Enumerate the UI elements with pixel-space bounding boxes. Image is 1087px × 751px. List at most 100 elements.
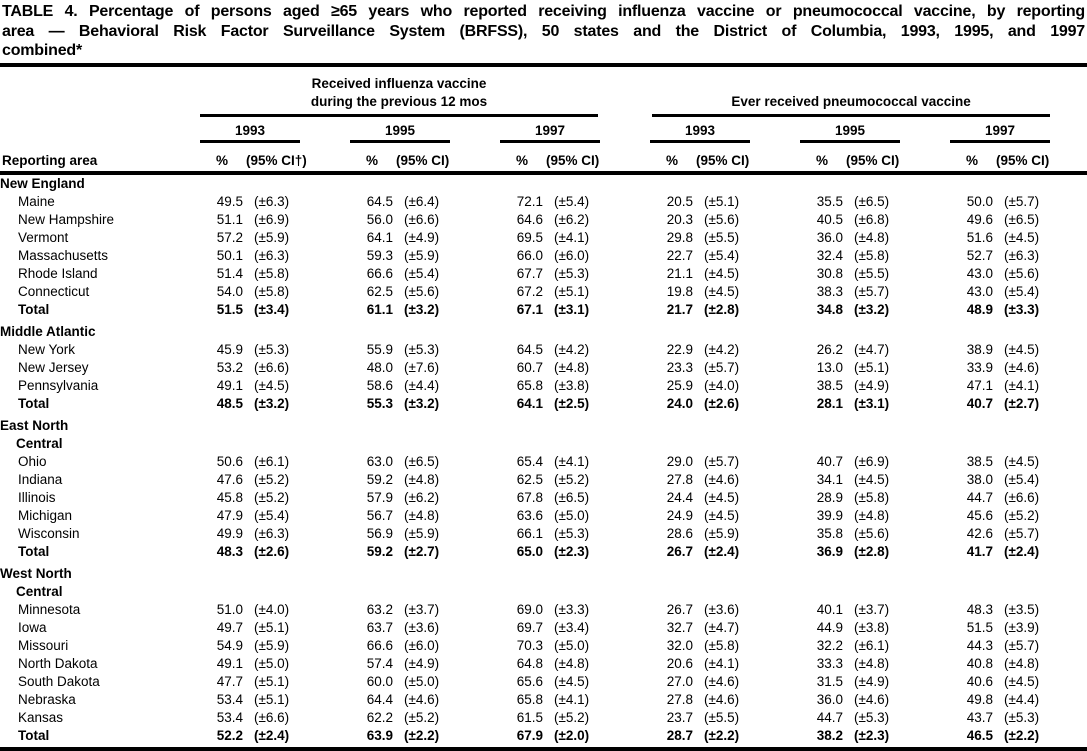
ci-cell: (±4.6) bbox=[1004, 359, 1040, 375]
pct-cell: 38.5 bbox=[966, 453, 994, 469]
pct-cell: 49.8 bbox=[966, 691, 994, 707]
table-title-line-2: area — Behavioral Risk Factor Surveillan… bbox=[2, 22, 1085, 40]
ci-cell: (±3.4) bbox=[254, 301, 290, 317]
pct-cell: 48.3 bbox=[216, 543, 243, 559]
pct-cell: 72.1 bbox=[516, 193, 543, 209]
table-row: Nebraska 53.4 (±5.1) 64.4 (±4.6) 65.8 (±4.1) 27… bbox=[0, 691, 1087, 709]
pct-cell: 50.0 bbox=[966, 193, 994, 209]
pct-cell: 61.1 bbox=[366, 301, 393, 317]
ci-cell: (±2.4) bbox=[704, 543, 740, 559]
area-cell: Maine bbox=[18, 193, 55, 209]
ci-cell: (±6.5) bbox=[1004, 211, 1040, 227]
year-header: 1993 bbox=[650, 117, 800, 143]
area-cell: Iowa bbox=[18, 619, 47, 635]
table-row: Iowa 49.7 (±5.1) 63.7 (±3.6) 69.7 (±3.4) 32.7 (±… bbox=[0, 619, 1087, 637]
ci-cell: (±4.7) bbox=[854, 341, 890, 357]
pct-cell: 27.8 bbox=[666, 471, 694, 487]
ci-cell: (±2.6) bbox=[704, 395, 740, 411]
pct-cell: 26.2 bbox=[816, 341, 844, 357]
ci-cell: (±4.8) bbox=[404, 471, 440, 487]
area-cell: Missouri bbox=[18, 637, 69, 653]
pct-cell: 43.0 bbox=[966, 283, 994, 299]
pct-cell: 27.8 bbox=[666, 691, 694, 707]
ci-cell: (±3.2) bbox=[254, 395, 290, 411]
ci-cell: (±4.6) bbox=[854, 691, 890, 707]
pct-cell: 36.0 bbox=[816, 229, 844, 245]
ci-cell: (±5.1) bbox=[554, 283, 590, 299]
ci-cell: (±4.9) bbox=[404, 655, 440, 671]
ci-cell: (±3.5) bbox=[1004, 601, 1040, 617]
ci-cell: (±5.1) bbox=[254, 619, 290, 635]
ci-cell: (±3.1) bbox=[554, 301, 590, 317]
pct-cell: 65.6 bbox=[516, 673, 543, 689]
pct-cell: 19.8 bbox=[666, 283, 694, 299]
pct-cell: 24.0 bbox=[666, 395, 694, 411]
table-row: Minnesota 51.0 (±4.0) 63.2 (±3.7) 69.0 (±3.3) 2… bbox=[0, 601, 1087, 619]
ci-header: (95% CI) bbox=[394, 142, 500, 175]
ci-cell: (±6.5) bbox=[854, 193, 890, 209]
table-row: Total 48.5 (±3.2) 55.3 (±3.2) 64.1 (±2.5) 24.0 (… bbox=[0, 395, 1087, 413]
pct-cell: 66.1 bbox=[516, 525, 543, 541]
pct-cell: 60.0 bbox=[366, 673, 393, 689]
ci-cell: (±6.6) bbox=[254, 709, 290, 725]
ci-cell: (±4.8) bbox=[404, 507, 440, 523]
pct-cell: 21.7 bbox=[666, 301, 694, 317]
pct-cell: 56.9 bbox=[366, 525, 393, 541]
ci-cell: (±4.7) bbox=[704, 619, 740, 635]
pct-cell: 36.0 bbox=[816, 691, 844, 707]
ci-cell: (±4.5) bbox=[704, 489, 740, 505]
pct-cell: 44.7 bbox=[816, 709, 844, 725]
ci-cell: (±5.5) bbox=[704, 229, 740, 245]
table-title: TABLE 4. Percentage of persons aged ≥65 … bbox=[0, 0, 1087, 61]
ci-cell: (±5.1) bbox=[254, 673, 290, 689]
ci-cell: (±5.5) bbox=[704, 709, 740, 725]
ci-cell: (±5.4) bbox=[404, 265, 440, 281]
table-row: Illinois 45.8 (±5.2) 57.9 (±6.2) 67.8 (±6.5) 24… bbox=[0, 489, 1087, 507]
pct-cell: 35.8 bbox=[816, 525, 844, 541]
table-row: South Dakota 47.7 (±5.1) 60.0 (±5.0) 65.6 (±4.… bbox=[0, 673, 1087, 691]
table-row: Total 52.2 (±2.4) 63.9 (±2.2) 67.9 (±2.0) 28.7 (… bbox=[0, 727, 1087, 745]
section-name: West North Central bbox=[0, 565, 72, 599]
ci-cell: (±2.8) bbox=[704, 301, 740, 317]
ci-cell: (±5.9) bbox=[704, 525, 740, 541]
pct-cell: 43.7 bbox=[966, 709, 994, 725]
ci-cell: (±4.8) bbox=[1004, 655, 1040, 671]
section-header-row: East North Central bbox=[0, 413, 1087, 453]
pct-cell: 48.0 bbox=[366, 359, 393, 375]
pct-cell: 54.0 bbox=[216, 283, 243, 299]
pct-cell: 56.7 bbox=[366, 507, 393, 523]
ci-header: (95% CI) bbox=[694, 142, 801, 175]
pct-cell: 28.7 bbox=[666, 727, 694, 743]
ci-cell: (±6.9) bbox=[254, 211, 290, 227]
pct-cell: 52.2 bbox=[216, 727, 243, 743]
pct-cell: 64.4 bbox=[366, 691, 393, 707]
ci-cell: (±2.6) bbox=[254, 543, 290, 559]
ci-cell: (±4.8) bbox=[554, 359, 590, 375]
ci-cell: (±3.6) bbox=[704, 601, 740, 617]
ci-cell: (±3.8) bbox=[854, 619, 890, 635]
ci-cell: (±6.2) bbox=[404, 489, 440, 505]
pct-cell: 62.5 bbox=[366, 283, 393, 299]
pct-cell: 45.6 bbox=[966, 507, 994, 523]
pct-cell: 63.7 bbox=[366, 619, 393, 635]
area-cell: Kansas bbox=[18, 709, 64, 725]
ci-cell: (±3.2) bbox=[854, 301, 890, 317]
pct-cell: 67.7 bbox=[516, 265, 543, 281]
ci-cell: (±4.1) bbox=[554, 691, 590, 707]
ci-cell: (±5.6) bbox=[404, 283, 440, 299]
pct-cell: 49.1 bbox=[216, 377, 243, 393]
pct-header: % bbox=[650, 142, 695, 175]
ci-cell: (±2.8) bbox=[854, 543, 890, 559]
pct-cell: 67.8 bbox=[516, 489, 543, 505]
ci-cell: (±3.1) bbox=[854, 395, 890, 411]
ci-cell: (±5.9) bbox=[404, 525, 440, 541]
pct-cell: 59.2 bbox=[366, 543, 393, 559]
pct-cell: 42.6 bbox=[966, 525, 994, 541]
area-cell: Total bbox=[18, 727, 50, 743]
pct-cell: 65.4 bbox=[516, 453, 543, 469]
ci-cell: (±5.2) bbox=[254, 489, 290, 505]
pct-cell: 65.8 bbox=[516, 377, 543, 393]
ci-cell: (±4.0) bbox=[704, 377, 740, 393]
pct-cell: 23.3 bbox=[666, 359, 694, 375]
ci-cell: (±4.6) bbox=[404, 691, 440, 707]
